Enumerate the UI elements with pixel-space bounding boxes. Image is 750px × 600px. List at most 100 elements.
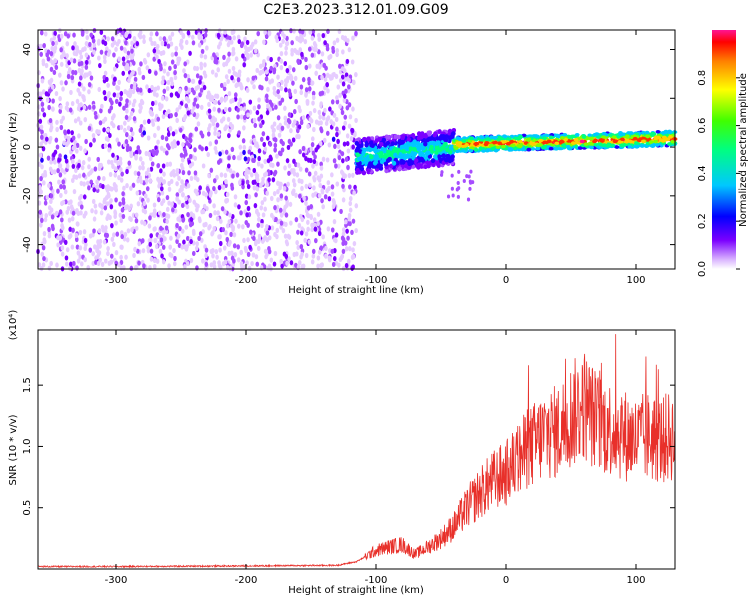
spectrogram-cell: [69, 261, 73, 267]
spectrogram-cell: [181, 192, 185, 198]
spectrogram-cell: [299, 89, 304, 96]
spectrogram-cell: [178, 225, 182, 232]
spectrogram-cell: [226, 42, 231, 48]
spectrogram-cell: [122, 185, 126, 191]
spectrogram-cell: [141, 160, 145, 167]
spectrogram-cell: [354, 227, 358, 234]
spectrogram-cell: [241, 184, 245, 190]
spectrogram-cell: [265, 110, 270, 116]
spectrogram-cell: [131, 88, 136, 95]
spectrogram-cell: [214, 72, 218, 78]
spectrogram-cell: [137, 241, 142, 247]
spectrogram-cell: [483, 142, 489, 147]
spectrogram-cell: [102, 54, 107, 60]
spectrogram-cell: [96, 129, 100, 135]
spectrogram-cell: [48, 136, 52, 143]
spectrogram-cell: [247, 149, 252, 155]
spectrogram-cell: [500, 144, 506, 149]
spectrogram-cell: [212, 99, 217, 105]
spectrogram-cell: [257, 216, 261, 222]
snr-x-tick-label: 100: [626, 575, 645, 586]
spectrogram-cell: [132, 36, 137, 42]
spectrogram-cell: [99, 49, 104, 55]
spectrogram-cell: [127, 206, 132, 212]
spectrogram-cell: [142, 200, 147, 207]
spectrogram-frame: [37, 29, 676, 270]
spectrogram-cell: [54, 90, 59, 97]
spectrogram-cell: [206, 131, 211, 137]
spectrogram-cell: [457, 141, 463, 145]
spectrogram-cell: [303, 237, 307, 243]
spectrogram-cell: [215, 174, 219, 180]
spectrogram-cell: [269, 162, 273, 168]
spectrogram-cell: [166, 71, 170, 77]
spectrogram-cell: [184, 85, 188, 91]
spectrogram-cell: [72, 260, 76, 267]
spectrogram-cell: [114, 197, 118, 203]
spectrogram-cell: [253, 48, 258, 54]
spectrogram-cell: [574, 132, 580, 137]
spectrogram-cell: [289, 28, 293, 34]
spectrogram-cell: [216, 210, 220, 216]
spectrogram-cell: [41, 262, 46, 268]
spectrogram-cell: [320, 90, 325, 96]
spectrogram-cell: [106, 51, 111, 57]
spectrogram-cell: [87, 89, 91, 95]
spectrogram-cell: [277, 94, 281, 100]
spectrogram-cell: [39, 51, 44, 57]
spectrogram-cell: [251, 75, 256, 81]
spectrogram-cell: [125, 183, 129, 189]
spectrogram-cell: [372, 160, 378, 166]
spectrogram-cell: [330, 172, 334, 178]
spectrogram-cell: [161, 259, 166, 265]
spectrogram-cell: [416, 146, 422, 152]
spectrogram-cell: [59, 33, 64, 39]
spectrogram-cell: [269, 65, 274, 71]
spectrogram-cell: [170, 170, 175, 176]
spectrogram-cell: [103, 95, 108, 102]
spectrogram-cell: [351, 106, 355, 112]
spectrogram-cell: [175, 196, 179, 202]
spectrogram-cell: [113, 185, 117, 191]
spectrogram-cell: [128, 115, 132, 121]
spectrogram-cell: [279, 65, 284, 71]
spectrogram-cell: [410, 151, 415, 157]
spectrogram-cell: [165, 85, 170, 92]
spectrogram-cell: [179, 184, 184, 190]
snr-y-tick-label: 0.5: [22, 500, 33, 516]
spectrogram-cell: [434, 150, 439, 156]
spectrogram-cell: [79, 261, 84, 267]
spectrogram-cell: [341, 227, 346, 233]
spectrogram-cell: [126, 228, 131, 234]
spectrogram-cell: [45, 97, 50, 103]
spectrogram-cell: [535, 134, 540, 139]
spectrogram-cell: [58, 96, 62, 102]
spectrogram-cell: [74, 167, 78, 174]
spectrogram-cell: [332, 199, 336, 205]
spectrogram-cell: [214, 139, 219, 145]
spectrogram-cell: [238, 155, 242, 161]
spectrogram-cell: [85, 180, 90, 186]
spectrogram-cell: [92, 137, 96, 143]
spectrogram-cell: [318, 114, 322, 120]
spectrogram-cell: [199, 53, 204, 59]
spectrogram-cell: [354, 30, 358, 37]
spectrogram-cell: [164, 225, 169, 231]
spectrogram-cell: [84, 52, 89, 58]
spectrogram-cell: [397, 139, 402, 145]
spectrogram-cell: [71, 45, 75, 51]
spectrogram-cell: [484, 137, 490, 142]
snr-panel: -300 -200 -100 0 100 0.51.01.5 Height of str…: [8, 310, 676, 596]
spectrogram-cell: [37, 161, 42, 167]
spectrogram-cell: [234, 218, 238, 224]
spectrogram-cell: [334, 232, 339, 238]
spectrogram-cell: [153, 86, 158, 92]
spectrogram-cell: [119, 124, 124, 130]
spectrogram-cell: [301, 152, 306, 158]
spectrogram-cell: [230, 250, 234, 256]
spectrogram-cell: [216, 131, 221, 137]
spectrogram-cell: [161, 244, 166, 250]
spectrogram-cell: [166, 213, 171, 219]
spectrogram-cell: [47, 104, 51, 111]
spectrogram-cell: [51, 40, 55, 47]
